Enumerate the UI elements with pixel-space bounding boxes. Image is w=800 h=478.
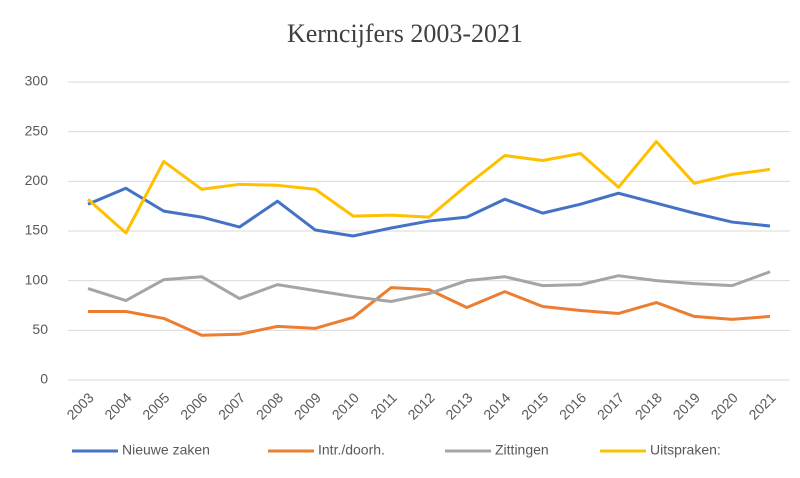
x-tick-label: 2020 — [708, 389, 741, 422]
x-tick-label: 2004 — [101, 389, 134, 422]
x-tick-label: 2017 — [594, 389, 627, 422]
x-tick-label: 2014 — [480, 389, 513, 422]
y-tick-label: 250 — [25, 122, 49, 138]
legend-label: Zittingen — [495, 442, 549, 458]
x-tick-label: 2019 — [670, 389, 703, 422]
legend-label: Intr./doorh. — [318, 442, 385, 458]
x-tick-label: 2012 — [404, 389, 437, 422]
data-line — [87, 140, 771, 235]
x-tick-label: 2003 — [63, 389, 96, 422]
y-tick-label: 200 — [25, 172, 49, 188]
x-tick-label: 2016 — [556, 389, 589, 422]
data-line — [87, 270, 771, 304]
x-tick-label: 2007 — [215, 389, 248, 422]
chart-title: Kerncijfers 2003-2021 — [287, 19, 523, 48]
legend-label: Uitspraken: — [650, 442, 721, 458]
data-line — [88, 286, 771, 337]
x-tick-label: 2005 — [139, 389, 172, 422]
x-tick-label: 2010 — [329, 389, 362, 422]
x-tick-label: 2021 — [745, 389, 778, 422]
y-tick-label: 0 — [40, 371, 48, 387]
y-tick-label: 100 — [25, 271, 49, 287]
data-line — [87, 186, 771, 238]
y-tick-label: 300 — [25, 73, 49, 89]
x-tick-label: 2009 — [291, 389, 324, 422]
x-tick-label: 2011 — [367, 389, 400, 422]
y-tick-label: 50 — [32, 321, 48, 337]
y-tick-label: 150 — [25, 222, 49, 238]
x-tick-label: 2015 — [518, 389, 551, 422]
x-tick-label: 2018 — [632, 389, 665, 422]
x-tick-label: 2008 — [253, 389, 286, 422]
legend-label: Nieuwe zaken — [122, 442, 210, 458]
x-tick-label: 2013 — [442, 389, 475, 422]
x-tick-label: 2006 — [177, 389, 210, 422]
